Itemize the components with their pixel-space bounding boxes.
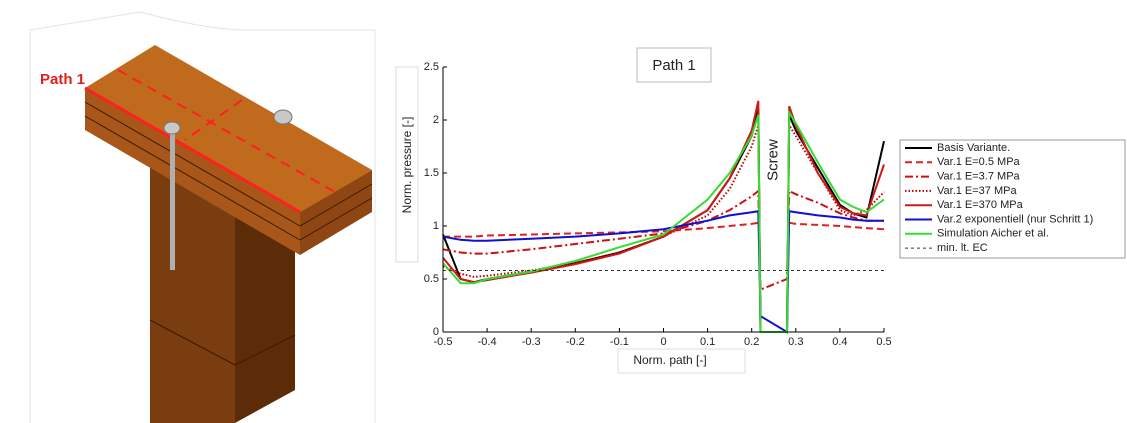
x-tick-label: -0.1 (610, 336, 629, 348)
series-line (443, 221, 885, 238)
series-line (442, 100, 885, 333)
x-axis-label: Norm. path [-] (633, 353, 706, 367)
y-axis-label: Norm. pressure [-] (400, 117, 414, 214)
x-tick-label: -0.2 (566, 336, 585, 348)
screw-head (163, 121, 181, 135)
legend-label: Simulation Aicher et al. (937, 228, 1049, 240)
series-line (442, 109, 885, 333)
layer-line (299, 197, 373, 241)
series-line (442, 109, 885, 333)
screw (170, 130, 175, 270)
legend-label: Basis Variante. (937, 142, 1010, 154)
path-dashed (117, 69, 336, 193)
legend-label: Var.1 E=37 MPa (937, 185, 1017, 197)
x-tick-label: 0.2 (744, 336, 759, 348)
column-joint (149, 319, 236, 366)
layer-line (299, 183, 373, 227)
y-tick-label: 2 (433, 114, 439, 126)
slab-front (85, 88, 300, 255)
layer-line (84, 101, 301, 227)
column-joint (234, 334, 296, 366)
path-line (84, 86, 301, 214)
y-label-box (395, 66, 419, 263)
illustration: Path 1 (29, 11, 376, 423)
x-tick-label: 0.1 (700, 336, 715, 348)
x-tick-label: 0.3 (788, 336, 803, 348)
legend-label: min. lt. EC (937, 242, 988, 254)
x-tick-label: -0.4 (478, 336, 497, 348)
legend-label: Var.2 exponentiell (nur Schritt 1) (937, 213, 1093, 225)
x-label-box (617, 348, 746, 374)
x-tick-label: 0.5 (876, 336, 891, 348)
slab-side (300, 170, 372, 255)
title-box (636, 47, 712, 83)
x-tick-label: 0.4 (832, 336, 847, 348)
y-tick-label: 1.5 (424, 167, 439, 179)
legend-box (899, 139, 1126, 259)
screw-gap (766, 97, 781, 322)
legend-label: Var.1 E=3.7 MPa (937, 171, 1021, 183)
y-tick-label: 2.5 (424, 61, 439, 73)
x-tick-label: -0.5 (434, 336, 453, 348)
series-line (442, 188, 884, 292)
slab-top (85, 45, 372, 212)
screw-head (273, 109, 293, 125)
layer-line (84, 115, 301, 241)
legend-label: Var.1 E=0.5 MPa (937, 156, 1021, 168)
legend: Basis Variante. Var.1 E=0.5 MPa Var.1 E=3.… (905, 142, 1093, 254)
y-tick-label: 0.5 (424, 273, 439, 285)
x-tick-label: 0 (660, 336, 666, 348)
chart-title: Path 1 (652, 57, 695, 74)
frame (29, 11, 376, 423)
path-dashed (184, 99, 243, 141)
x-tick-label: -0.3 (522, 336, 541, 348)
series-line (442, 121, 885, 333)
y-tick-label: 0 (433, 326, 439, 338)
legend-label: Var.1 E=370 MPa (937, 199, 1024, 211)
annotation: Screw (765, 139, 782, 181)
illustration-label: Path 1 (40, 71, 85, 88)
y-tick-label: 1 (433, 220, 439, 232)
series-line (442, 210, 884, 334)
